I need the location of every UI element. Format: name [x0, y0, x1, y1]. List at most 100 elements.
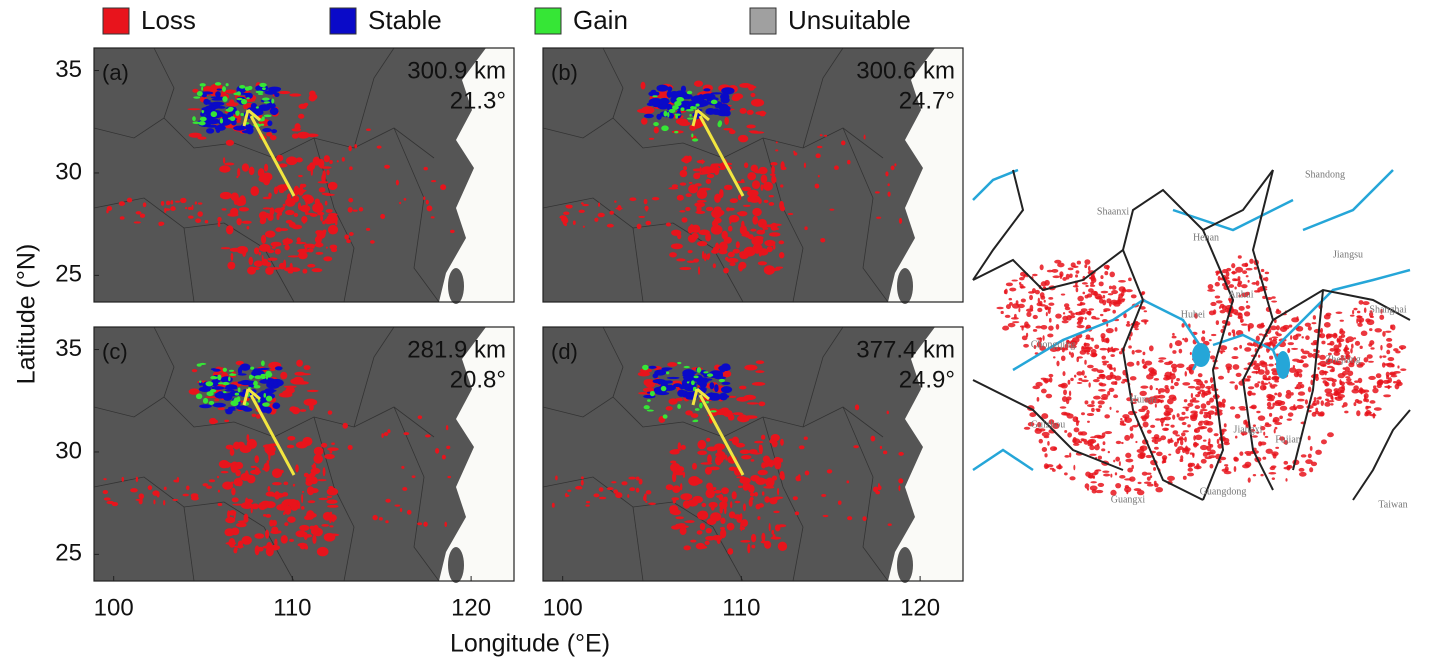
presence-patch [1358, 378, 1363, 384]
stable-patch [656, 85, 668, 92]
presence-patch [1055, 313, 1062, 318]
presence-patch [1369, 400, 1375, 404]
presence-patch [1275, 447, 1279, 449]
loss-patch [561, 217, 568, 222]
loss-patch [170, 206, 175, 211]
loss-patch [690, 540, 696, 543]
presence-patch [1234, 312, 1242, 315]
loss-patch [697, 450, 707, 455]
loss-patch [598, 213, 605, 217]
presence-patch [1061, 294, 1065, 296]
presence-patch [1377, 380, 1384, 386]
loss-patch [729, 262, 735, 266]
loss-patch [670, 461, 676, 464]
presence-patch [1088, 310, 1092, 315]
presence-patch [1160, 418, 1166, 420]
presence-patch [1291, 317, 1299, 322]
presence-patch [1029, 295, 1033, 300]
presence-patch [1101, 394, 1108, 399]
gain-patch [198, 121, 205, 125]
loss-patch [705, 489, 714, 499]
loss-patch [677, 195, 684, 201]
loss-patch [778, 542, 787, 551]
presence-patch [1088, 382, 1090, 387]
presence-patch [1198, 373, 1203, 377]
presence-patch [1114, 375, 1121, 380]
presence-patch [1011, 279, 1018, 281]
presence-patch [1248, 386, 1254, 389]
loss-patch [772, 475, 777, 480]
loss-patch [747, 190, 759, 197]
presence-patch [1211, 334, 1216, 336]
loss-patch [740, 108, 747, 114]
presence-patch [1272, 419, 1277, 422]
loss-patch [679, 121, 691, 126]
stable-patch [258, 104, 270, 111]
loss-patch [284, 499, 295, 502]
loss-patch [295, 464, 299, 472]
loss-patch [762, 224, 767, 229]
loss-patch [573, 221, 576, 225]
stable-patch [211, 107, 216, 110]
gain-patch [689, 114, 691, 117]
presence-patch [1125, 289, 1133, 292]
presence-patch [1368, 361, 1374, 363]
presence-patch [1386, 350, 1390, 355]
loss-patch [629, 487, 635, 491]
loss-patch [305, 200, 307, 208]
presence-patch [1344, 411, 1348, 414]
loss-patch [221, 247, 231, 249]
loss-patch [698, 266, 700, 275]
loss-patch [738, 135, 748, 142]
gain-patch [667, 112, 669, 117]
presence-patch [1113, 460, 1115, 463]
presence-patch [1386, 338, 1392, 342]
presence-patch [1082, 292, 1085, 295]
loss-patch [887, 183, 889, 186]
loss-patch [270, 207, 275, 215]
stable-patch [648, 366, 656, 369]
loss-patch [240, 445, 251, 453]
presence-patch [1245, 263, 1248, 267]
loss-patch [683, 166, 687, 170]
presence-patch [1308, 387, 1312, 393]
loss-patch [164, 208, 166, 213]
loss-patch [311, 268, 322, 272]
loss-patch [736, 397, 749, 402]
presence-patch [1012, 303, 1020, 308]
loss-patch [795, 476, 800, 482]
province-label: Hunan [1130, 394, 1157, 405]
loss-patch [677, 466, 684, 472]
presence-patch [1283, 325, 1290, 330]
loss-patch [417, 522, 422, 525]
loss-patch [677, 525, 689, 528]
loss-patch [581, 476, 584, 479]
stable-patch [242, 130, 254, 133]
presence-patch [1357, 323, 1362, 327]
presence-patch [1207, 388, 1210, 394]
presence-patch [1233, 347, 1238, 351]
presence-patch [1215, 412, 1218, 415]
loss-patch [771, 530, 774, 535]
presence-patch [1150, 425, 1155, 428]
presence-patch [1233, 457, 1237, 461]
loss-patch [327, 496, 333, 498]
stable-patch [208, 120, 219, 124]
presence-patch [1182, 422, 1187, 425]
loss-patch [697, 160, 705, 163]
presence-patch [1110, 354, 1114, 357]
shift-angle: 20.8° [450, 366, 506, 393]
presence-patch [1089, 454, 1096, 456]
presence-patch [1364, 413, 1368, 417]
loss-patch [407, 510, 412, 515]
presence-patch [1268, 395, 1276, 400]
presence-patch [1048, 297, 1053, 300]
loss-patch [736, 476, 745, 478]
loss-patch [423, 167, 427, 171]
loss-patch [236, 176, 238, 179]
gain-patch [647, 399, 651, 402]
presence-patch [1146, 455, 1153, 458]
gain-patch [650, 391, 655, 396]
loss-patch [773, 534, 776, 539]
presence-patch [1106, 328, 1114, 333]
